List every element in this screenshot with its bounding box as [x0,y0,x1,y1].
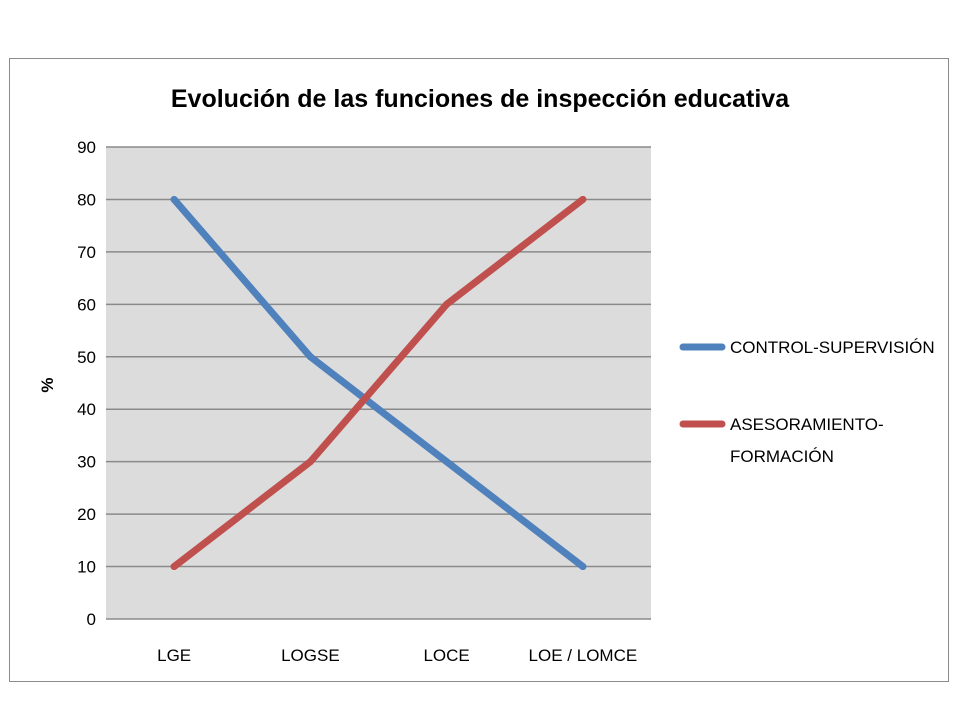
series-line-asesoramiento-formaci-n [170,195,587,571]
data-point [170,195,178,203]
x-tick-label: LOE / LOMCE [529,646,638,665]
y-tick-label: 80 [77,190,96,209]
y-tick-label: 60 [77,295,96,314]
data-point [306,353,314,361]
y-tick-label: 10 [77,558,96,577]
legend-item-asesoramiento-formaci-n: ASESORAMIENTO- FORMACIÓN [679,415,884,466]
data-point [170,563,178,571]
legend-label-line: ASESORAMIENTO- [730,415,884,434]
data-point [579,195,587,203]
y-tick-label: 0 [87,610,96,629]
line-chart: Evolución de las funciones de inspección… [38,85,935,665]
legend-label: CONTROL-SUPERVISIÓN [730,338,935,357]
y-tick-label: 70 [77,243,96,262]
series-lines [170,195,587,571]
y-tick-label: 30 [77,453,96,472]
data-point [443,300,451,308]
y-tick-label: 20 [77,505,96,524]
legend-label-line: FORMACIÓN [730,447,834,466]
x-tick-label: LGE [157,646,191,665]
chart-title: Evolución de las funciones de inspección… [171,85,790,113]
y-axis-ticks: 0 10 20 30 40 50 60 70 80 90 [77,138,96,629]
data-point [443,458,451,466]
legend-label-line: CONTROL-SUPERVISIÓN [730,338,935,357]
x-tick-label: LOGSE [281,646,340,665]
x-axis-ticks: LGE LOGSE LOCE LOE / LOMCE [157,646,637,665]
y-tick-label: 90 [77,138,96,157]
series-line-control-supervisi-n [170,195,587,571]
legend: CONTROL-SUPERVISIÓN ASESORAMIENTO- FORMACI… [679,338,935,466]
x-tick-label: LOCE [423,646,469,665]
legend-label: ASESORAMIENTO- FORMACIÓN [730,415,884,466]
data-point [579,563,587,571]
y-tick-label: 40 [77,400,96,419]
data-point [306,458,314,466]
legend-item-control-supervisi-n: CONTROL-SUPERVISIÓN [679,338,935,357]
y-axis-label: % [38,377,57,392]
chart-frame: Evolución de las funciones de inspección… [9,58,949,682]
y-tick-label: 50 [77,348,96,367]
gridlines [106,146,651,620]
